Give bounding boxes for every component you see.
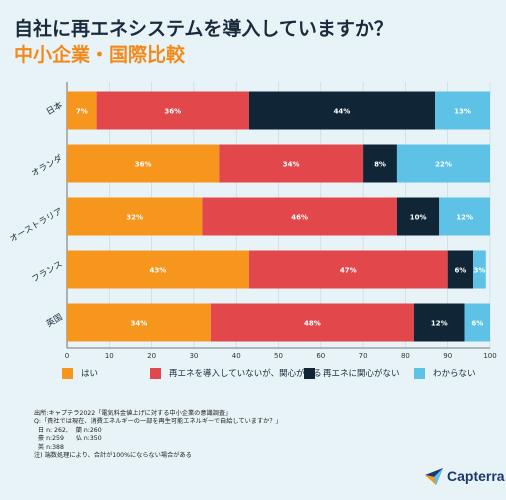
data-label: 3% (473, 267, 485, 275)
bar-segment (67, 197, 203, 236)
legend-swatch (414, 367, 425, 379)
data-label: 12% (456, 214, 473, 222)
capterra-logo: Capterra (424, 466, 505, 486)
legend-swatch (150, 367, 161, 379)
data-label: 47% (340, 267, 357, 275)
x-tick-label: 30 (189, 352, 198, 360)
data-label: 6% (454, 267, 466, 275)
x-tick-label: 90 (443, 352, 452, 360)
data-label: 12% (431, 320, 448, 328)
category-label: 英国 (44, 312, 64, 330)
bar-segment (219, 144, 364, 183)
legend-item-not-interested: 再エネに関心がない (304, 367, 400, 379)
data-label: 34% (131, 320, 148, 328)
category-label: 日本 (44, 99, 65, 117)
bar-segment (439, 197, 490, 236)
x-tick-label: 20 (147, 352, 156, 360)
category-label: フランス (30, 259, 64, 285)
chart-title: 自社に再エネシステムを導入していますか？ (14, 18, 393, 40)
bar-segment (464, 303, 490, 342)
data-label: 34% (283, 161, 300, 169)
bar-segment (210, 303, 414, 342)
x-tick-label: 40 (232, 352, 241, 360)
legend-item-interested: 再エネを導入していないが、関心がある (150, 367, 322, 379)
bar-segment (413, 303, 465, 342)
data-label: 22% (435, 161, 452, 169)
legend-swatch (304, 367, 315, 379)
note-line: 豪 n:259 仏 n:350 (34, 435, 102, 443)
note-line: Q:「貴社では現在、消費エネルギーの一部を再生可能エネルギーで自給していますか？… (34, 418, 282, 426)
data-label: 48% (304, 320, 321, 328)
x-tick-label: 80 (401, 352, 410, 360)
legend-label: わからない (433, 369, 476, 379)
bar-segment (67, 144, 220, 183)
note-line: 日 n: 262, 蘭 n:260 (34, 426, 102, 434)
bar-segment (96, 91, 249, 130)
bar-segment (396, 197, 440, 236)
bar-segment (67, 250, 249, 289)
note-line: 注) 端数処理により、合計が100%にならない場合がある (34, 452, 192, 460)
data-label: 36% (164, 108, 181, 116)
x-tick-label: 50 (274, 352, 283, 360)
category-label: オーストラリア (8, 206, 64, 244)
stacked-bar-chart: 0 10 20 30 40 50 60 70 80 90 100 7% 36% 44% 13% 日本 36% 34… (8, 82, 497, 360)
bar-segment (67, 303, 211, 342)
data-label: 36% (135, 161, 152, 169)
data-label: 46% (291, 214, 308, 222)
x-tick-label: 100 (483, 352, 496, 360)
data-label: 13% (454, 108, 471, 116)
legend-item-unknown: わからない (414, 367, 476, 379)
bar-segment (248, 91, 436, 130)
legend-item-yes: はい (62, 367, 98, 379)
category-label: オランダ (30, 152, 65, 179)
capterra-logo-text: Capterra (447, 468, 505, 484)
chart-subtitle: 中小企業・国際比較 (14, 44, 186, 66)
x-tick-label: 10 (105, 352, 114, 360)
data-label: 6% (471, 320, 483, 328)
data-label: 43% (150, 267, 167, 275)
note-line: 出所:キャプテラ2022「電気料金値上げに対する中小企業の意識調査」 (34, 410, 232, 417)
bar-segment (67, 91, 97, 130)
data-label: 32% (126, 214, 143, 222)
x-tick-label: 60 (316, 352, 325, 360)
data-label: 7% (76, 108, 88, 116)
source-notes: 出所:キャプテラ2022「電気料金値上げに対する中小企業の意識調査」 Q:「貴社で… (34, 410, 282, 460)
note-line: 英 n:388 (34, 443, 64, 451)
bar-segment (202, 197, 397, 236)
legend-label: はい (81, 369, 99, 379)
data-label: 44% (334, 108, 351, 116)
bar-segment (447, 250, 474, 289)
capterra-arrow-icon (425, 468, 443, 485)
bar-segment (435, 91, 490, 130)
legend: はい 再エネを導入していないが、関心がある 再エネに関心がない わからない (62, 367, 502, 383)
data-label: 10% (410, 214, 427, 222)
bar-segment (248, 250, 448, 289)
x-tick-label: 0 (65, 352, 69, 360)
legend-swatch (62, 367, 73, 379)
bar-segment (473, 250, 486, 289)
legend-label: 再エネを導入していないが、関心がある (169, 369, 322, 379)
x-tick-label: 70 (359, 352, 368, 360)
legend-label: 再エネに関心がない (323, 369, 400, 379)
bar-segment (396, 144, 490, 183)
bar-segment (363, 144, 397, 183)
data-label: 8% (374, 161, 386, 169)
